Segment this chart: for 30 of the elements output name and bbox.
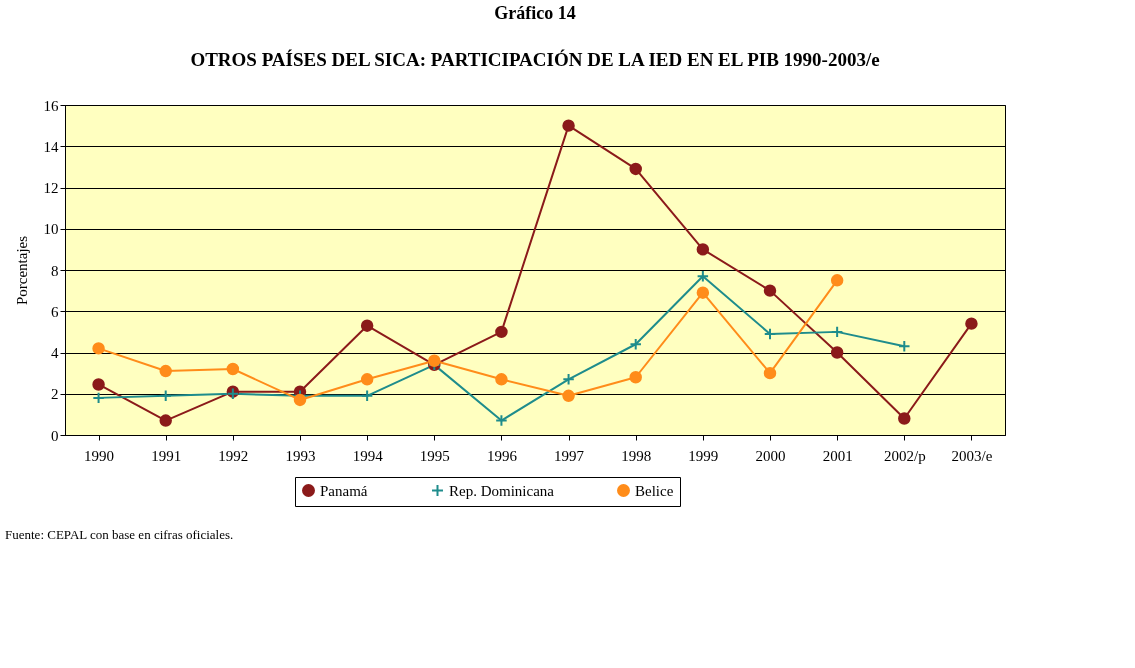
x-tick-label: 2001 [822,447,853,464]
legend-label: Panamá [320,482,368,499]
x-tick-label: 1998 [621,447,652,464]
x-tick-label: 1995 [419,447,450,464]
y-tick-label: 0 [51,427,59,444]
y-tick-label: 16 [43,97,59,114]
legend-label: Belice [635,482,674,499]
x-tick-label: 1994 [352,447,384,464]
y-tick-label: 12 [43,180,59,196]
x-tick-label: 1993 [285,447,316,464]
chart-subtitle: OTROS PAÍSES DEL SICA: PARTICIPACIÓN DE LA IED EN EL PIB 1990-2003/e [190,49,880,70]
x-tick-label: 1992 [218,447,249,464]
x-tick-label: 1997 [554,447,585,464]
chart-title: Gráfico 14 [494,3,576,23]
y-tick-label: 6 [51,303,59,320]
source-note: Fuente: CEPAL con base en cifras oficiales. [5,527,234,542]
x-tick-label: 1990 [84,447,115,464]
x-tick-label: 1996 [486,447,518,464]
x-tick-label: 2002/p [883,447,926,464]
x-tick-label: 2000 [755,447,786,464]
y-axis-title: Porcentajes [13,235,30,306]
y-tick-label: 4 [51,345,59,361]
x-tick-label: 1999 [688,447,719,464]
x-tick-label: 2003/e [951,447,993,464]
y-tick-label: 8 [51,262,59,279]
y-tick-label: 10 [43,221,59,238]
y-tick-label: 2 [51,386,59,403]
x-tick-label: 1991 [151,447,182,464]
y-tick-label: 14 [43,138,59,155]
legend-label: Rep. Dominicana [449,482,555,499]
